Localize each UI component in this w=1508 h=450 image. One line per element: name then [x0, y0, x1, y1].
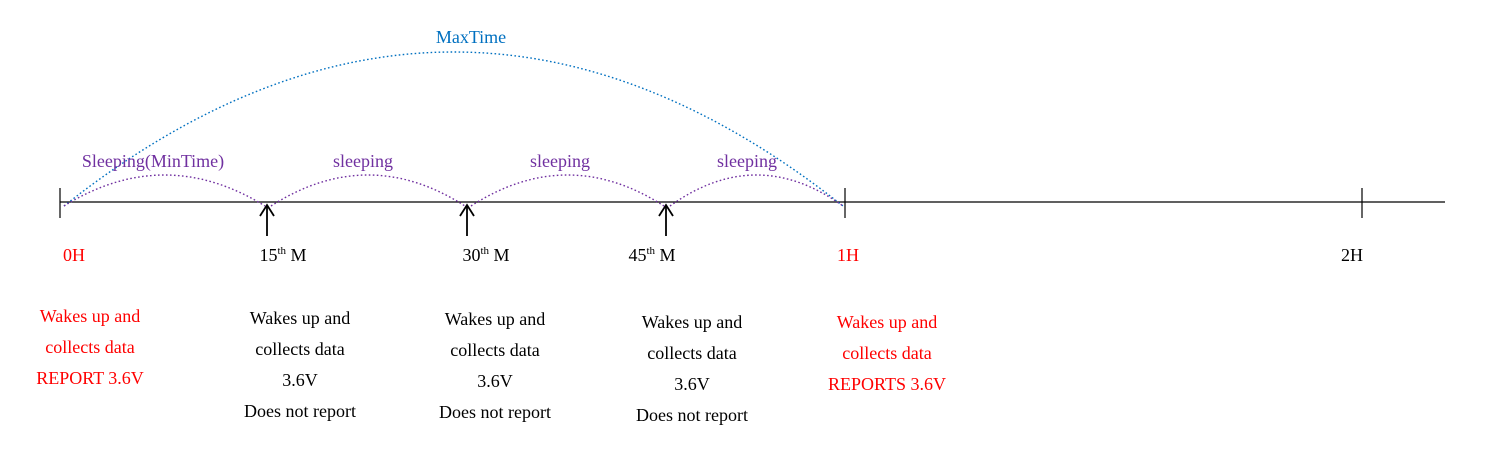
up-arrow-icon: [459, 203, 475, 236]
tick-label-value: 30: [462, 245, 481, 265]
up-arrow-icon: [259, 203, 275, 236]
tick-label-unit: M: [655, 245, 676, 265]
tick-label-ordinal: th: [480, 245, 490, 257]
max-time-arc: [63, 51, 844, 207]
tick-label-unit: M: [286, 245, 307, 265]
event-description: Wakes up and collects data REPORTS 3.6V: [828, 307, 946, 400]
event-description-line: collects data: [255, 339, 345, 359]
event-description-line: Wakes up and: [444, 309, 546, 329]
tick-label-value: 15: [259, 245, 278, 265]
event-description-line: collects data: [45, 337, 135, 357]
event-description-line: REPORTS 3.6V: [828, 374, 946, 394]
sleep-arc: [669, 174, 844, 207]
max-time-label: MaxTime: [435, 27, 507, 47]
tick-markers: [59, 188, 1363, 236]
event-description-line: Does not report: [439, 402, 551, 422]
tick-label: 30th M: [462, 245, 509, 265]
tick-label: 15th M: [259, 245, 306, 265]
sleep-arc-label: sleeping: [717, 151, 777, 171]
tick-label-value: 0H: [63, 245, 85, 265]
tick-label-value: 1H: [837, 245, 859, 265]
tick-label: 2H: [1341, 245, 1363, 265]
tick-label-ordinal: th: [277, 245, 287, 257]
event-description: Wakes up and collects data 3.6V Does not re…: [636, 307, 748, 431]
up-arrow-icon: [658, 203, 674, 236]
event-description-line: 3.6V: [477, 371, 513, 391]
sleep-arcs: [63, 51, 844, 207]
event-description: Wakes up and collects data 3.6V Does not re…: [439, 304, 551, 428]
event-description-line: collects data: [842, 343, 932, 363]
event-description-line: 3.6V: [674, 374, 710, 394]
tick-label: 0H: [63, 245, 85, 265]
event-description-line: 3.6V: [282, 370, 318, 390]
tick-label-ordinal: th: [646, 245, 656, 257]
event-description-line: Wakes up and: [641, 312, 743, 332]
event-description-line: Does not report: [244, 401, 356, 421]
tick-label-value: 2H: [1341, 245, 1363, 265]
event-description-line: REPORT 3.6V: [36, 368, 144, 388]
event-description-line: Wakes up and: [249, 308, 351, 328]
sleep-arc-label: sleeping: [333, 151, 393, 171]
tick-label-value: 45: [628, 245, 647, 265]
sleep-arc: [63, 174, 266, 207]
event-description: Wakes up and collects data 3.6V Does not re…: [244, 303, 356, 427]
tick-label: 45th M: [628, 245, 675, 265]
sleep-arc-label: Sleeping(MinTime): [81, 151, 225, 171]
event-description-line: collects data: [450, 340, 540, 360]
sleep-arc: [470, 174, 665, 207]
event-description-line: Does not report: [636, 405, 748, 425]
tick-label-unit: M: [489, 245, 510, 265]
event-description-line: Wakes up and: [836, 312, 938, 332]
event-description-line: collects data: [647, 343, 737, 363]
tick-label: 1H: [837, 245, 859, 265]
sleep-arc: [270, 174, 466, 207]
sleep-arc-label: sleeping: [530, 151, 590, 171]
event-description: Wakes up and collects data REPORT 3.6V: [36, 301, 144, 394]
event-description-line: Wakes up and: [39, 306, 141, 326]
